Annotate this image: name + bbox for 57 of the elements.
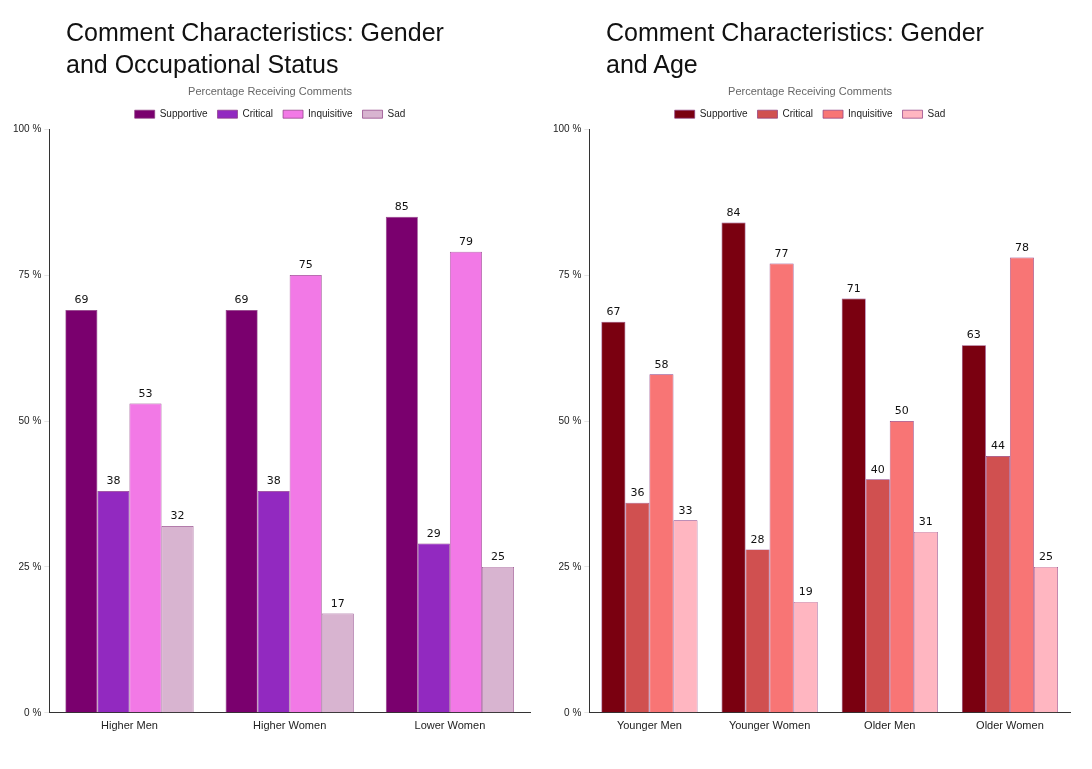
data-label: 67 bbox=[606, 305, 621, 319]
y-tick-label: 100 % bbox=[553, 122, 582, 134]
data-label: 28 bbox=[750, 532, 765, 546]
x-tick-label: Higher Women bbox=[253, 719, 327, 732]
data-label: 63 bbox=[966, 328, 981, 342]
y-tick-label: 75 % bbox=[18, 268, 42, 280]
legend-label: Supportive bbox=[159, 107, 208, 119]
legend-label: Sad bbox=[387, 107, 406, 119]
x-tick-label: Younger Men bbox=[616, 719, 682, 732]
data-label: 19 bbox=[798, 585, 813, 599]
data-label: 53 bbox=[138, 386, 153, 400]
legend-label: Critical bbox=[782, 107, 814, 119]
data-label: 36 bbox=[630, 486, 645, 500]
data-label: 29 bbox=[426, 526, 441, 540]
x-tick-label: Older Women bbox=[976, 719, 1044, 732]
legend-label: Inquisitive bbox=[848, 107, 893, 119]
legend-label: Inquisitive bbox=[308, 107, 353, 119]
data-label: 75 bbox=[298, 258, 313, 272]
y-tick-label: 100 % bbox=[13, 122, 42, 134]
data-label: 69 bbox=[74, 293, 89, 307]
data-label: 32 bbox=[170, 509, 185, 523]
data-label: 58 bbox=[654, 357, 669, 371]
data-label: 44 bbox=[990, 439, 1005, 453]
chart-title: Comment Characteristics: Gender and Occupational Status bbox=[66, 17, 445, 80]
data-label: 69 bbox=[234, 293, 249, 307]
x-tick-label: Younger Women bbox=[728, 719, 811, 732]
data-label: 33 bbox=[678, 503, 693, 517]
legend-label: Critical bbox=[242, 107, 274, 119]
data-label: 50 bbox=[894, 404, 909, 418]
data-label: 38 bbox=[266, 474, 281, 488]
data-label: 79 bbox=[458, 235, 473, 249]
y-tick-label: 25 % bbox=[558, 560, 582, 572]
data-label: 17 bbox=[330, 596, 345, 610]
y-tick-label: 50 % bbox=[558, 414, 582, 426]
y-tick-label: 25 % bbox=[18, 560, 42, 572]
data-label: 40 bbox=[870, 462, 885, 476]
legend-label: Sad bbox=[927, 107, 946, 119]
data-label: 85 bbox=[394, 200, 409, 214]
y-tick-label: 50 % bbox=[18, 414, 42, 426]
x-tick-label: Higher Men bbox=[101, 719, 158, 732]
y-tick-label: 0 % bbox=[24, 706, 42, 718]
data-label: 25 bbox=[490, 550, 505, 564]
legend-label: Supportive bbox=[699, 107, 748, 119]
x-tick-label: Older Men bbox=[864, 719, 916, 732]
data-label: 25 bbox=[1038, 550, 1053, 564]
legend-title: Percentage Receiving Comments bbox=[188, 84, 353, 97]
data-label: 84 bbox=[726, 205, 741, 219]
data-label: 77 bbox=[774, 246, 789, 260]
x-tick-label: Lower Women bbox=[414, 719, 486, 732]
data-label: 38 bbox=[106, 474, 121, 488]
chart-title: Comment Characteristics: Gender and Age bbox=[606, 17, 985, 80]
legend-title: Percentage Receiving Comments bbox=[728, 84, 893, 97]
data-label: 31 bbox=[918, 515, 933, 529]
data-label: 78 bbox=[1014, 240, 1029, 254]
y-tick-label: 0 % bbox=[564, 706, 582, 718]
y-tick-label: 75 % bbox=[558, 268, 582, 280]
data-label: 71 bbox=[846, 281, 861, 295]
